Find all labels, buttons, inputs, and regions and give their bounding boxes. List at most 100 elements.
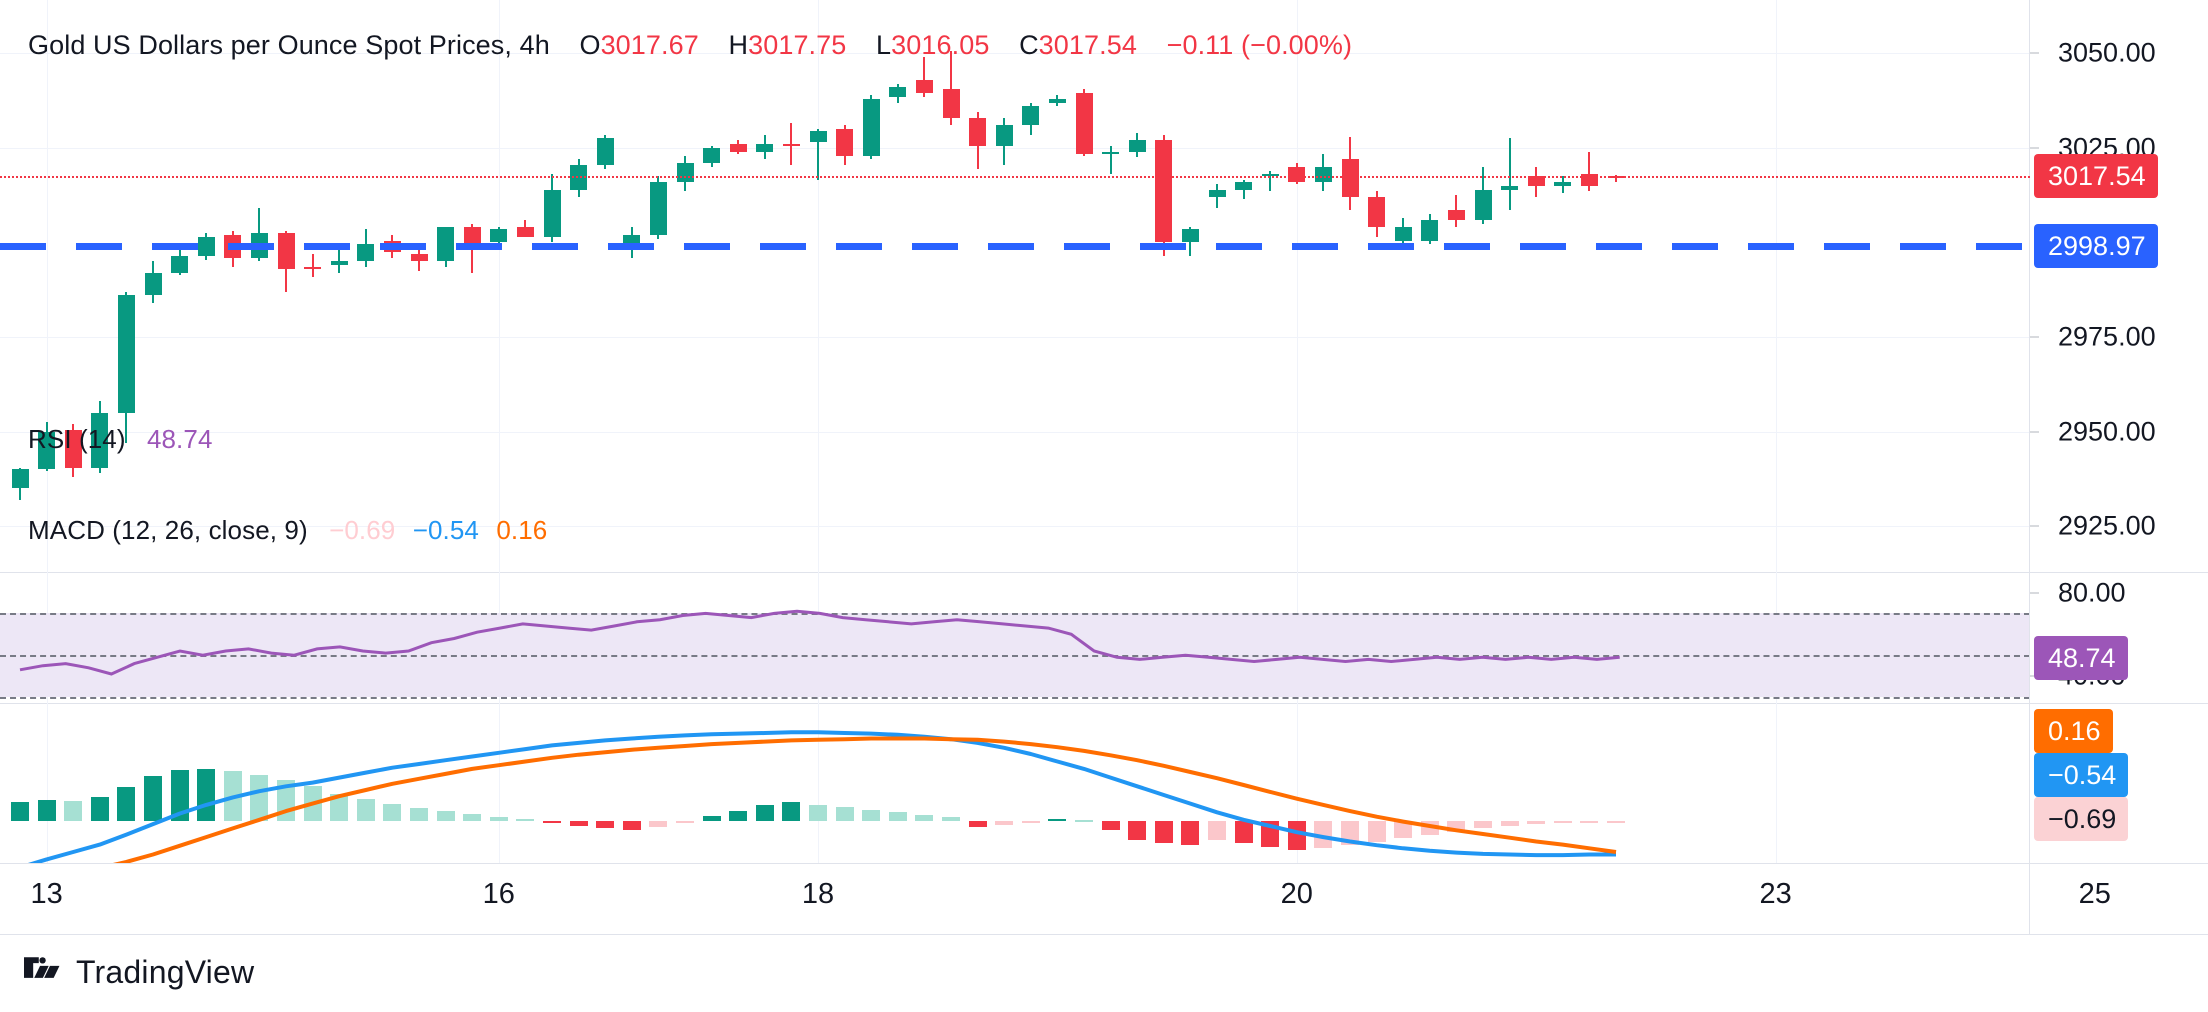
time-axis-label: 23 <box>1759 878 1792 910</box>
candlestick <box>224 0 242 572</box>
current-price-badge[interactable]: 3017.54 <box>2034 154 2158 199</box>
macd-histogram-bar <box>1580 821 1599 823</box>
candlestick <box>516 0 534 572</box>
price-axis[interactable]: 3050.00 3025.00 2975.00 2950.00 2925.00 3017.… <box>2030 0 2208 572</box>
macd-histogram-bar <box>1500 821 1519 826</box>
candlestick <box>410 0 428 572</box>
macd-signal-badge[interactable]: 0.16 <box>2034 709 2113 753</box>
rsi-plot-area[interactable] <box>0 572 2030 703</box>
macd-histogram-bar <box>170 770 189 821</box>
candle-body <box>1447 210 1465 220</box>
candle-body <box>1341 159 1359 198</box>
candlestick <box>437 0 455 572</box>
candle-body <box>490 229 508 243</box>
candle-wick <box>1615 175 1617 182</box>
macd-plot-area[interactable] <box>0 703 2030 863</box>
time-axis-label: 16 <box>482 878 515 910</box>
candle-body <box>1368 197 1386 228</box>
rsi-level-line <box>0 655 2030 658</box>
macd-histogram-bar <box>11 802 29 821</box>
vertical-gridline <box>498 0 500 572</box>
macd-histogram-bar <box>1367 821 1386 843</box>
time-axis-label: 25 <box>2078 878 2111 910</box>
rsi-level-line <box>0 697 2030 699</box>
candle-body <box>1022 106 1040 126</box>
candlestick <box>676 0 694 572</box>
macd-histogram-bar <box>888 812 907 821</box>
rsi-name[interactable]: RSI (14) <box>28 424 126 454</box>
candle-body <box>1314 166 1332 182</box>
macd-pane[interactable]: 0.16 −0.54 −0.69 <box>0 703 2208 863</box>
macd-histogram-bar <box>569 821 588 826</box>
support-price-badge[interactable]: 2998.97 <box>2034 224 2158 269</box>
support-level-line[interactable] <box>0 243 2030 251</box>
candle-wick <box>1508 138 1511 211</box>
candle-wick <box>817 129 819 181</box>
candle-body <box>304 267 322 270</box>
price-gridline <box>0 147 2030 149</box>
candle-body <box>862 98 880 156</box>
candlestick <box>144 0 162 572</box>
symbol-title[interactable]: Gold US Dollars per Ounce Spot Prices, 4… <box>28 30 550 60</box>
macd-histogram-bar <box>1234 821 1253 844</box>
pane-separator-rsi <box>0 572 2208 573</box>
vertical-gridline <box>1775 0 1777 572</box>
candlestick <box>782 0 800 572</box>
macd-histogram-bar <box>809 804 827 821</box>
axis-tick <box>2030 431 2039 433</box>
candlestick <box>91 0 109 572</box>
candle-body <box>11 469 29 489</box>
candle-body <box>277 233 295 269</box>
price-pane[interactable]: 3050.00 3025.00 2975.00 2950.00 2925.00 3017.… <box>0 0 2208 572</box>
candle-body <box>1527 176 1545 186</box>
candle-body <box>809 130 827 143</box>
candlestick <box>1394 0 1412 572</box>
tradingview-brand[interactable]: TradingView <box>24 953 254 991</box>
macd-line-badge[interactable]: −0.54 <box>2034 753 2129 797</box>
candlestick <box>1421 0 1439 572</box>
candle-body <box>543 189 561 237</box>
candle-body <box>1048 98 1066 103</box>
candlestick <box>1607 0 1625 572</box>
macd-line-value: −0.54 <box>412 515 479 545</box>
candlestick <box>729 0 747 572</box>
price-plot-area[interactable] <box>0 0 2030 572</box>
candle-body <box>463 227 481 245</box>
rsi-value-badge[interactable]: 48.74 <box>2034 635 2128 680</box>
candlestick <box>1128 0 1146 572</box>
candle-wick <box>311 253 314 277</box>
candlestick <box>942 0 960 572</box>
candlestick <box>969 0 987 572</box>
macd-hist-value: −0.69 <box>329 515 396 545</box>
macd-histogram-bar <box>1314 821 1333 849</box>
candle-body <box>410 253 428 262</box>
macd-hist-badge[interactable]: −0.69 <box>2034 797 2129 841</box>
time-axis[interactable]: 13161820232527 <box>0 863 2208 935</box>
rsi-value: 48.74 <box>146 424 213 454</box>
candle-body <box>1421 219 1439 241</box>
macd-histogram-bar <box>782 802 801 821</box>
pane-separator-macd <box>0 703 2208 704</box>
candlestick <box>1261 0 1279 572</box>
candlestick <box>649 0 667 572</box>
candlestick <box>596 0 614 572</box>
candle-body <box>756 144 774 152</box>
macd-name[interactable]: MACD (12, 26, close, 9) <box>28 515 308 545</box>
macd-histogram-bar <box>1021 821 1040 824</box>
candle-body <box>38 431 56 470</box>
candlestick <box>11 0 29 572</box>
low-value: 3016.05 <box>891 30 990 60</box>
candle-body <box>330 261 348 266</box>
candle-body <box>1554 181 1572 186</box>
candlestick <box>623 0 641 572</box>
candlestick <box>809 0 827 572</box>
macd-line-path <box>27 730 1616 863</box>
price-legend: Gold US Dollars per Ounce Spot Prices, 4… <box>28 30 1352 61</box>
open-label: O <box>579 30 601 60</box>
macd-axis[interactable]: 0.16 −0.54 −0.69 <box>2030 703 2208 863</box>
tradingview-logo-icon <box>24 957 60 978</box>
candlestick <box>756 0 774 572</box>
vertical-gridline <box>46 703 48 863</box>
